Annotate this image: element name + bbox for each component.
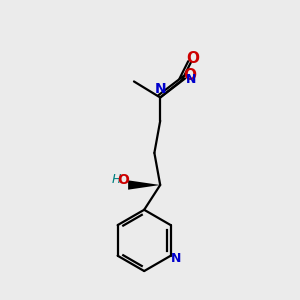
Text: O: O: [184, 68, 197, 82]
Text: O: O: [186, 51, 199, 66]
Text: H: H: [111, 173, 121, 186]
Text: N: N: [154, 82, 166, 96]
Text: O: O: [117, 173, 129, 187]
Polygon shape: [128, 180, 160, 190]
Text: N: N: [171, 252, 181, 265]
Text: N: N: [186, 74, 196, 86]
